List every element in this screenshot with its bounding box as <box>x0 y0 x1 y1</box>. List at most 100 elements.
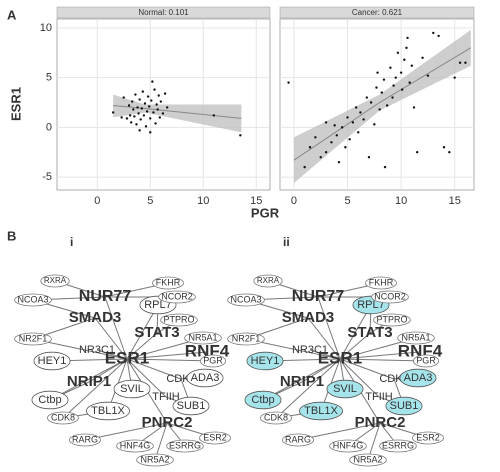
point <box>403 58 406 61</box>
point <box>344 146 347 149</box>
node-shape <box>14 293 52 307</box>
point <box>133 115 136 118</box>
node-shape <box>152 276 184 290</box>
node-shape <box>33 351 71 371</box>
node-label: NR5A2 <box>353 454 382 464</box>
point <box>128 114 132 117</box>
node-label: SUB1 <box>177 400 206 412</box>
node-shape <box>412 431 444 445</box>
node-shape <box>385 396 423 416</box>
edge <box>317 296 341 360</box>
point <box>324 151 328 154</box>
point <box>365 96 369 99</box>
node-shape <box>227 332 265 346</box>
point <box>337 160 341 164</box>
edge <box>275 358 341 419</box>
point <box>142 114 146 117</box>
point <box>136 106 139 109</box>
edge <box>62 358 128 419</box>
x-axis-label: PGR <box>251 205 280 220</box>
point <box>152 111 155 114</box>
point <box>163 92 167 95</box>
node-label: ESR1 <box>318 348 362 367</box>
fit-line <box>293 47 472 161</box>
y-tick-label: 5 <box>46 72 52 84</box>
facet-title: Normal: 0.101 <box>138 8 189 17</box>
subpanel-label: ii <box>283 235 290 249</box>
point <box>359 111 362 114</box>
node-shape <box>86 401 131 421</box>
node-label: STAT3 <box>347 324 392 341</box>
node-label: NCOR2 <box>161 291 193 301</box>
point <box>406 36 409 40</box>
node-label: RXRA <box>257 276 280 285</box>
node-label: NR3C1 <box>292 344 328 356</box>
node-label: NUR77 <box>292 288 345 305</box>
node-shape <box>379 439 417 453</box>
edge <box>339 358 395 380</box>
node-label: RARG <box>285 434 311 444</box>
point <box>392 84 395 87</box>
edge <box>126 358 182 380</box>
point <box>125 117 129 120</box>
node-shape <box>244 390 282 410</box>
node-shape <box>253 274 283 288</box>
x-tick-label: 5 <box>147 195 153 207</box>
subpanel-label: i <box>70 235 73 249</box>
strip <box>279 6 475 19</box>
point <box>382 78 386 81</box>
edge <box>339 358 427 362</box>
point <box>135 123 138 126</box>
node-shape <box>158 290 196 304</box>
point <box>369 101 373 104</box>
node-label: CDK8 <box>264 412 288 422</box>
node-label: RXRA <box>44 276 67 285</box>
point <box>154 122 157 125</box>
point <box>212 114 216 117</box>
point <box>120 116 123 119</box>
node-label: SVIL <box>120 383 144 395</box>
point <box>157 94 160 97</box>
point <box>132 108 135 111</box>
node-label: NR5A2 <box>140 454 169 464</box>
node-label: TBL1X <box>91 405 125 417</box>
x-tick-label: 10 <box>197 195 209 207</box>
point <box>399 71 403 74</box>
point <box>400 88 404 91</box>
node-shape <box>349 453 387 467</box>
point <box>367 155 371 159</box>
point <box>394 76 397 79</box>
point <box>357 131 360 134</box>
node-label: PGR <box>203 355 223 365</box>
point <box>380 91 384 94</box>
node-label: PGR <box>416 355 436 365</box>
node-label: ESRRG <box>169 440 201 450</box>
point <box>122 96 125 99</box>
point <box>448 151 451 154</box>
node-shape <box>184 331 222 345</box>
node-shape <box>69 433 101 447</box>
node-shape <box>260 411 292 425</box>
node-label: SMAD3 <box>69 309 122 326</box>
edge <box>339 358 380 398</box>
node-label: TBL1X <box>304 405 338 417</box>
confidence-band <box>113 94 242 133</box>
node-shape <box>116 439 154 453</box>
node-shape <box>113 379 151 399</box>
node-label: NR2F1 <box>19 333 48 343</box>
node-shape <box>227 293 265 307</box>
point <box>319 155 322 159</box>
y-tick-label: -5 <box>42 171 52 183</box>
node-label: HEY1 <box>251 355 280 367</box>
node-shape <box>47 411 79 425</box>
point <box>432 31 435 35</box>
point <box>314 136 317 139</box>
point <box>453 76 456 79</box>
edge <box>126 304 159 360</box>
point <box>153 88 156 91</box>
node-label: Ctbp <box>38 394 61 406</box>
node-shape <box>40 274 70 288</box>
node-label: PNRC2 <box>355 414 406 431</box>
strip <box>56 6 271 19</box>
